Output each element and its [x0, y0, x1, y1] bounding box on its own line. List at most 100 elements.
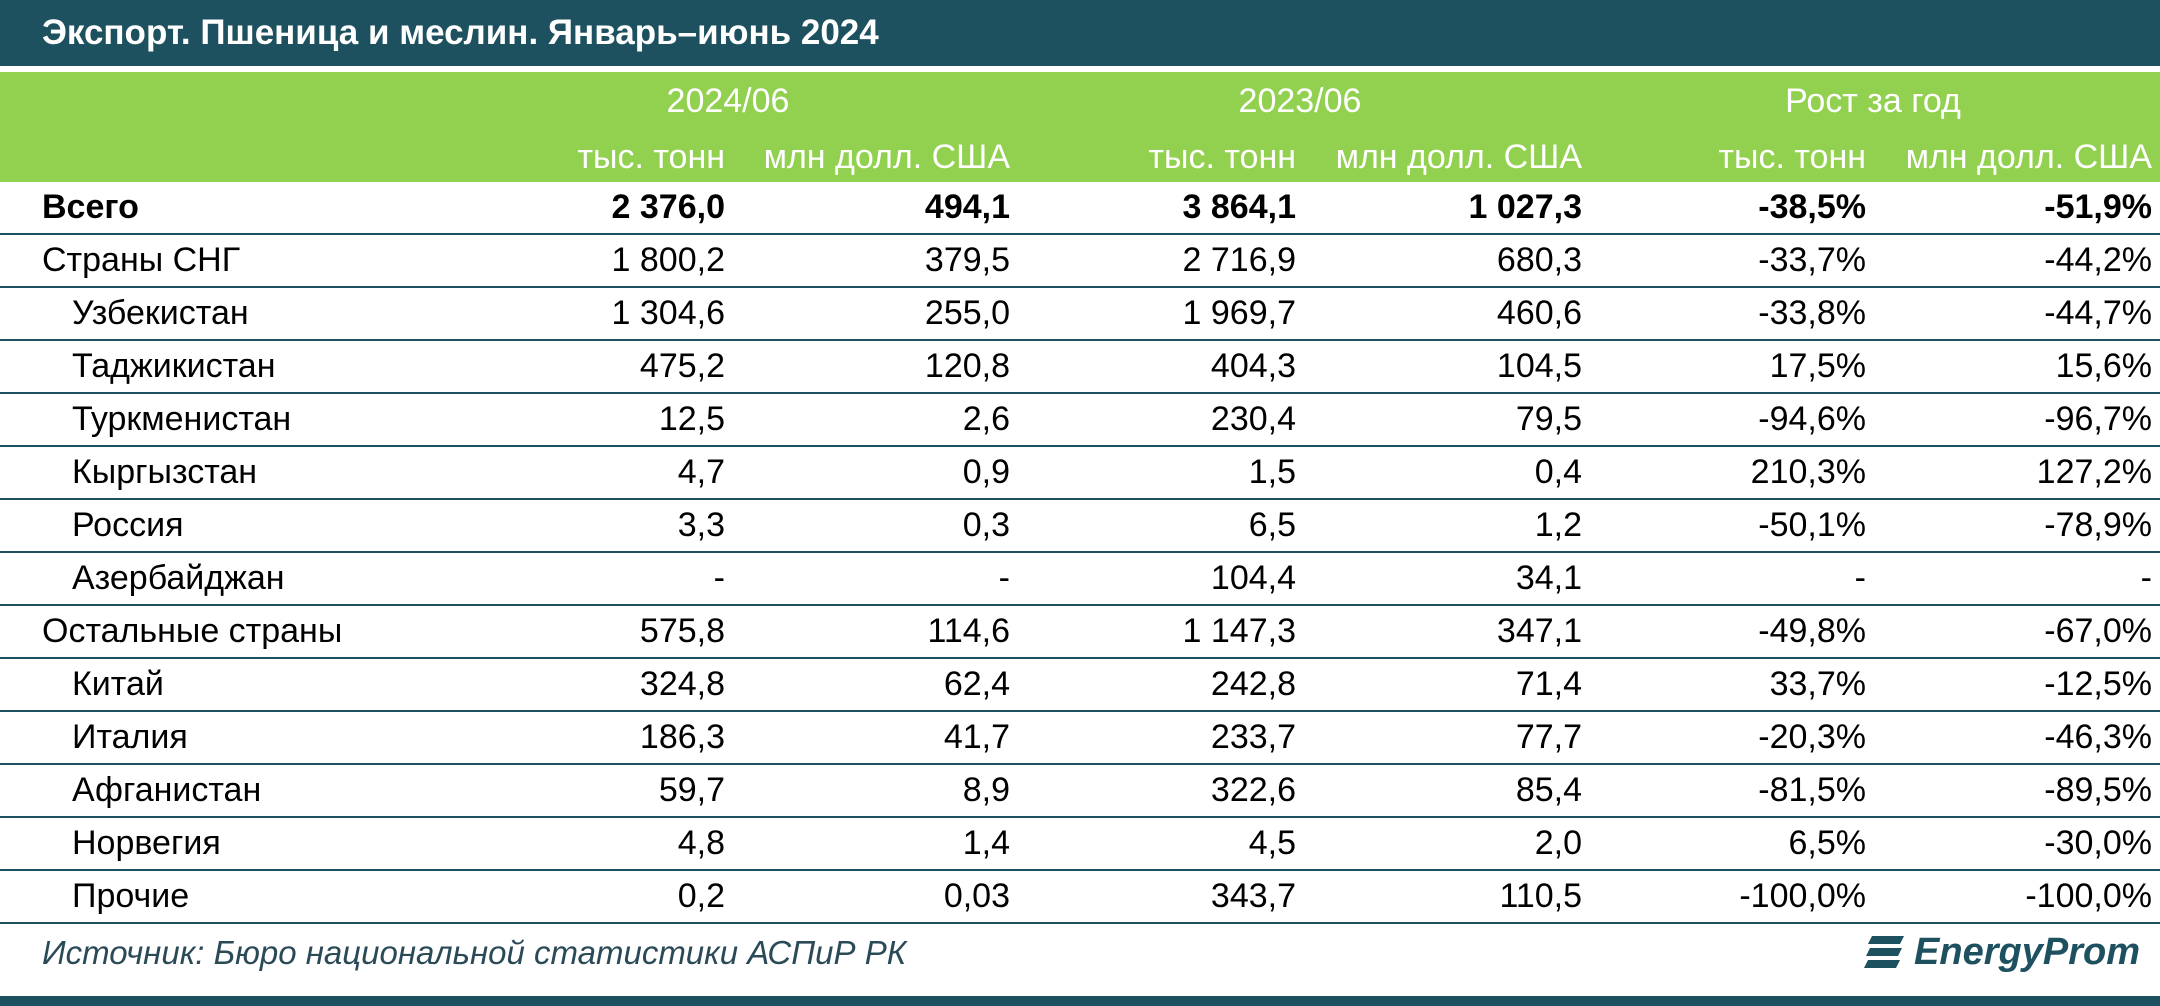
table-title: Экспорт. Пшеница и меслин. Январь–июнь 2… — [0, 0, 2160, 66]
table-cell: 4,7 — [677, 453, 725, 491]
table-cell: 41,7 — [943, 718, 1010, 756]
row-label: Прочие — [72, 877, 190, 915]
unit-header: тыс. тонн — [577, 138, 725, 176]
unit-header: тыс. тонн — [1148, 138, 1296, 176]
unit-header: тыс. тонн — [1718, 138, 1866, 176]
table-cell: 2 376,0 — [611, 188, 725, 226]
table-cell: 2 716,9 — [1182, 241, 1296, 279]
table-cell: 379,5 — [924, 241, 1010, 279]
table-cell: 1 027,3 — [1468, 188, 1582, 226]
table-cell: 0,3 — [962, 506, 1010, 544]
energyprom-logo: EnergyProm — [1862, 930, 2140, 974]
table-cell: -100,0% — [2025, 877, 2152, 915]
table-cell: -44,7% — [2044, 294, 2152, 332]
group-header: Рост за год — [1785, 82, 1961, 120]
row-label: Афганистан — [72, 771, 262, 809]
table-cell: 404,3 — [1210, 347, 1296, 385]
table-cell: 3 864,1 — [1182, 188, 1296, 226]
row-label: Азербайджан — [72, 559, 285, 597]
table-cell: 104,4 — [1210, 559, 1296, 597]
table-cell: 2,6 — [962, 400, 1010, 438]
row-label: Китай — [72, 665, 164, 703]
table-cell: 34,1 — [1515, 559, 1582, 597]
table-row: Страны СНГ 1 800,2 379,5 2 716,9 680,3 -33,7%… — [0, 235, 2160, 288]
table-cell: -44,2% — [2044, 241, 2152, 279]
bottom-bar — [0, 996, 2160, 1006]
table-row: Туркменистан 12,5 2,6 230,4 79,5 -94,6% -96,7% — [0, 394, 2160, 447]
row-label: Туркменистан — [72, 400, 292, 438]
table-cell: 230,4 — [1210, 400, 1296, 438]
table-row: Норвегия 4,8 1,4 4,5 2,0 6,5% -30,0% — [0, 818, 2160, 871]
table-cell: 324,8 — [639, 665, 725, 703]
table-cell: 186,3 — [639, 718, 725, 756]
table-cell: 1,4 — [962, 824, 1010, 862]
table-cell: -20,3% — [1758, 718, 1866, 756]
table-cell: 242,8 — [1210, 665, 1296, 703]
table-row: Китай 324,8 62,4 242,8 71,4 33,7% -12,5% — [0, 659, 2160, 712]
table-cell: 494,1 — [924, 188, 1010, 226]
table-cell: -33,7% — [1758, 241, 1866, 279]
table-row: Афганистан 59,7 8,9 322,6 85,4 -81,5% -89,5% — [0, 765, 2160, 818]
row-label: Россия — [72, 506, 184, 544]
row-label: Норвегия — [72, 824, 221, 862]
table-cell: -50,1% — [1758, 506, 1866, 544]
table-cell: 2,0 — [1534, 824, 1582, 862]
table-cell: -51,9% — [2044, 188, 2152, 226]
table-cell: 0,9 — [962, 453, 1010, 491]
row-label: Таджикистан — [72, 347, 276, 385]
table-row: Азербайджан - - 104,4 34,1 - - — [0, 553, 2160, 606]
table-cell: - — [1854, 559, 1866, 597]
table-cell: -12,5% — [2044, 665, 2152, 703]
table-cell: 4,8 — [677, 824, 725, 862]
table-cell: -33,8% — [1758, 294, 1866, 332]
row-label: Узбекистан — [72, 294, 249, 332]
row-label: Кыргызстан — [72, 453, 258, 491]
table-cell: -49,8% — [1758, 612, 1866, 650]
table-cell: - — [2140, 559, 2152, 597]
table-cell: -38,5% — [1758, 188, 1866, 226]
table-cell: 1 800,2 — [611, 241, 725, 279]
table-cell: 59,7 — [658, 771, 725, 809]
unit-header: млн долл. США — [763, 138, 1010, 176]
table-row: Прочие 0,2 0,03 343,7 110,5 -100,0% -100,0% — [0, 871, 2160, 924]
table-cell: -89,5% — [2044, 771, 2152, 809]
table-cell: -94,6% — [1758, 400, 1866, 438]
table-cell: 475,2 — [639, 347, 725, 385]
table-cell: 4,5 — [1248, 824, 1296, 862]
table-cell: 3,3 — [677, 506, 725, 544]
group-header: 2024/06 — [666, 82, 790, 120]
table-cell: 104,5 — [1496, 347, 1582, 385]
table-cell: 575,8 — [639, 612, 725, 650]
table-cell: 0,4 — [1534, 453, 1582, 491]
table-row: Таджикистан 475,2 120,8 404,3 104,5 17,5% 15,6… — [0, 341, 2160, 394]
table-cell: 127,2% — [2036, 453, 2152, 491]
table-cell: 12,5 — [658, 400, 725, 438]
table-cell: 62,4 — [943, 665, 1010, 703]
table-cell: 8,9 — [962, 771, 1010, 809]
table-cell: -46,3% — [2044, 718, 2152, 756]
table-cell: 255,0 — [924, 294, 1010, 332]
table-cell: 1,2 — [1534, 506, 1582, 544]
source-note: Источник: Бюро национальной статистики А… — [42, 934, 907, 971]
table-cell: 1 969,7 — [1182, 294, 1296, 332]
table-row: Италия 186,3 41,7 233,7 77,7 -20,3% -46,3% — [0, 712, 2160, 765]
table-cell: 210,3% — [1750, 453, 1866, 491]
table-cell: 79,5 — [1515, 400, 1582, 438]
table-cell: - — [998, 559, 1010, 597]
table-row: Всего 2 376,0 494,1 3 864,1 1 027,3 -38,5% -51… — [0, 182, 2160, 235]
table-cell: 347,1 — [1496, 612, 1582, 650]
table-cell: 6,5% — [1788, 824, 1867, 862]
table-cell: 680,3 — [1496, 241, 1582, 279]
table-cell: 77,7 — [1515, 718, 1582, 756]
table-cell: -78,9% — [2044, 506, 2152, 544]
table-cell: 110,5 — [1499, 877, 1582, 915]
table-cell: 17,5% — [1769, 347, 1866, 385]
table-cell: 71,4 — [1515, 665, 1582, 703]
energyprom-logo-icon — [1864, 936, 1905, 968]
row-label: Всего — [42, 188, 139, 226]
logo-text: EnergyProm — [1914, 930, 2140, 973]
group-header: 2023/06 — [1238, 82, 1362, 120]
table-cell: 114,6 — [927, 612, 1010, 650]
table-cell: -100,0% — [1739, 877, 1866, 915]
table-cell: 6,5 — [1248, 506, 1296, 544]
